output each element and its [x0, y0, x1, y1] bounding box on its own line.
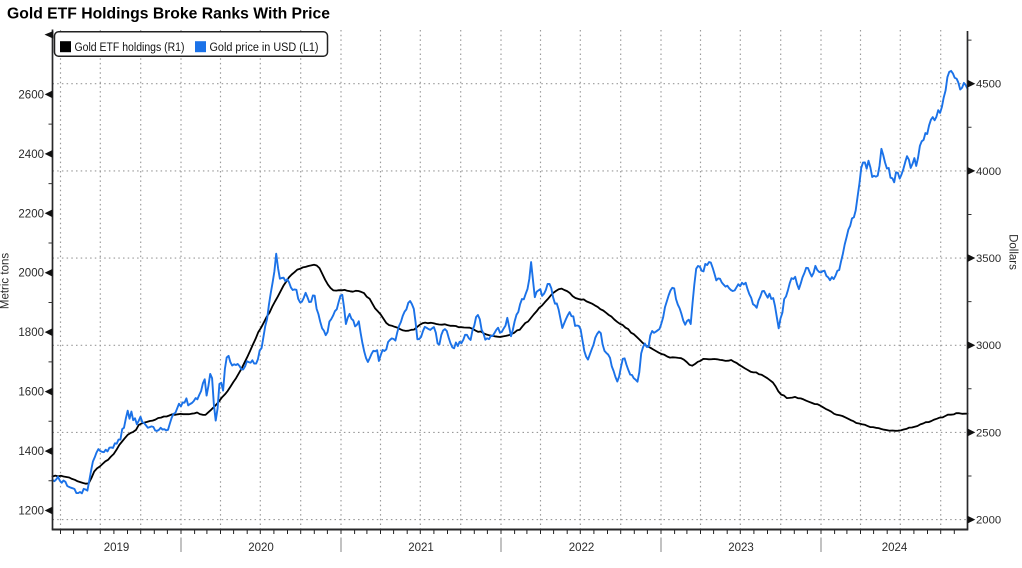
svg-text:2021: 2021	[408, 542, 434, 554]
svg-text:Gold ETF holdings (R1): Gold ETF holdings (R1)	[75, 42, 185, 54]
svg-text:2019: 2019	[104, 542, 130, 554]
svg-text:2000: 2000	[18, 268, 44, 280]
svg-text:Metric tons: Metric tons	[0, 253, 12, 309]
svg-text:3000: 3000	[976, 340, 1001, 352]
svg-text:3500: 3500	[976, 253, 1001, 265]
svg-text:Gold price in USD (L1): Gold price in USD (L1)	[210, 42, 319, 54]
svg-text:2000: 2000	[976, 515, 1001, 527]
svg-text:Gold ETF Holdings Broke Ranks: Gold ETF Holdings Broke Ranks With Price	[7, 6, 330, 23]
svg-text:1400: 1400	[18, 446, 44, 458]
svg-text:2022: 2022	[569, 542, 595, 554]
svg-text:1200: 1200	[18, 506, 44, 518]
svg-text:2020: 2020	[248, 542, 274, 554]
svg-text:2500: 2500	[976, 427, 1001, 439]
svg-text:2400: 2400	[18, 149, 44, 161]
svg-text:2023: 2023	[728, 542, 754, 554]
svg-text:1600: 1600	[18, 387, 44, 399]
svg-text:4000: 4000	[976, 166, 1001, 178]
svg-text:4500: 4500	[976, 79, 1001, 91]
svg-text:Dollars: Dollars	[1007, 234, 1019, 270]
svg-text:1800: 1800	[18, 327, 44, 339]
svg-text:2200: 2200	[18, 208, 44, 220]
svg-text:2024: 2024	[882, 542, 908, 554]
svg-text:2600: 2600	[18, 89, 44, 101]
